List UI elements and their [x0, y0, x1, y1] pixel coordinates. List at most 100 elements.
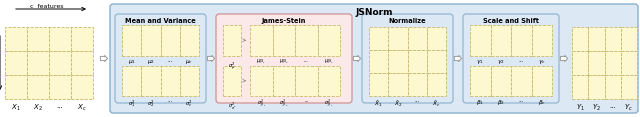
Bar — [223, 66, 241, 96]
Bar — [572, 27, 588, 51]
Text: $\mu_{JS_c}$: $\mu_{JS_c}$ — [324, 57, 333, 67]
Text: $\sigma_c^2$: $\sigma_c^2$ — [186, 98, 193, 109]
Bar — [621, 51, 637, 75]
Text: $\hat{X}_2$: $\hat{X}_2$ — [394, 98, 402, 109]
Text: $X_2$: $X_2$ — [33, 103, 43, 113]
Bar — [49, 75, 71, 99]
Text: $\hat{X}_1$: $\hat{X}_1$ — [374, 98, 383, 109]
Text: $\mu_c$: $\mu_c$ — [186, 57, 193, 66]
Bar — [588, 27, 605, 51]
Bar — [588, 51, 605, 75]
FancyBboxPatch shape — [463, 14, 559, 103]
Bar — [273, 25, 295, 55]
Bar — [180, 25, 199, 55]
Text: ...: ... — [167, 57, 173, 62]
Text: Scale and Shift: Scale and Shift — [483, 18, 539, 24]
Bar — [621, 27, 637, 51]
Bar — [295, 25, 317, 55]
Text: $\beta_1$: $\beta_1$ — [476, 98, 484, 107]
Bar — [27, 75, 49, 99]
Text: ...: ... — [168, 98, 173, 103]
Text: $Y_2$: $Y_2$ — [592, 103, 601, 113]
Text: $\gamma_2$: $\gamma_2$ — [497, 57, 504, 66]
Bar — [621, 75, 637, 99]
Polygon shape — [561, 55, 568, 62]
Polygon shape — [207, 55, 214, 62]
Bar — [408, 73, 427, 96]
Bar — [71, 27, 93, 51]
Polygon shape — [100, 55, 108, 62]
Bar — [470, 66, 490, 96]
Text: $\sigma^2_{JS_2}$: $\sigma^2_{JS_2}$ — [279, 98, 289, 110]
Bar — [122, 66, 141, 96]
Text: c  features: c features — [30, 4, 64, 9]
Bar — [317, 25, 340, 55]
Bar — [250, 66, 273, 96]
Bar — [408, 27, 427, 50]
Bar — [427, 50, 446, 73]
Bar — [122, 25, 141, 55]
Text: $\sigma^2_{JS_c}$: $\sigma^2_{JS_c}$ — [324, 98, 333, 110]
Text: $Y_1$: $Y_1$ — [575, 103, 584, 113]
Bar — [490, 66, 511, 96]
Bar — [572, 51, 588, 75]
Polygon shape — [454, 55, 461, 62]
Text: ...: ... — [518, 57, 524, 62]
Bar — [161, 66, 180, 96]
Bar — [531, 66, 552, 96]
Bar — [369, 27, 388, 50]
Text: $\sigma_2^2$: $\sigma_2^2$ — [147, 98, 155, 109]
Text: $\mu_{JS_1}$: $\mu_{JS_1}$ — [257, 57, 266, 67]
Bar — [161, 25, 180, 55]
Bar — [605, 27, 621, 51]
Bar — [572, 75, 588, 99]
Text: Mean and Variance: Mean and Variance — [125, 18, 196, 24]
Bar — [27, 51, 49, 75]
Bar — [141, 66, 161, 96]
Text: $\mu_2$: $\mu_2$ — [147, 57, 155, 66]
Bar — [408, 50, 427, 73]
Text: Normalize: Normalize — [388, 18, 426, 24]
FancyBboxPatch shape — [110, 4, 638, 113]
Bar — [511, 66, 531, 96]
Bar — [49, 51, 71, 75]
Text: $\gamma_1$: $\gamma_1$ — [476, 57, 484, 66]
Bar — [427, 73, 446, 96]
Bar — [490, 25, 511, 55]
Text: $\sigma^2_{\mu}$: $\sigma^2_{\mu}$ — [228, 60, 236, 73]
Bar — [250, 25, 273, 55]
Text: $Y_c$: $Y_c$ — [625, 103, 634, 113]
Bar — [388, 73, 408, 96]
Polygon shape — [353, 55, 360, 62]
Text: JSNorm: JSNorm — [355, 8, 393, 17]
Text: ...: ... — [609, 103, 616, 109]
Bar — [588, 75, 605, 99]
Text: $\sigma^2_{JS_1}$: $\sigma^2_{JS_1}$ — [257, 98, 266, 110]
Bar — [470, 25, 490, 55]
Text: $\beta_2$: $\beta_2$ — [497, 98, 505, 107]
FancyBboxPatch shape — [115, 14, 206, 103]
Bar — [605, 75, 621, 99]
Text: $X_1$: $X_1$ — [11, 103, 21, 113]
Bar — [180, 66, 199, 96]
Bar — [388, 27, 408, 50]
Text: $\mu_1$: $\mu_1$ — [127, 57, 136, 66]
FancyBboxPatch shape — [362, 14, 453, 103]
Text: ...: ... — [414, 98, 420, 103]
Text: $\beta_c$: $\beta_c$ — [538, 98, 546, 107]
Bar — [427, 27, 446, 50]
Text: $\hat{X}_c$: $\hat{X}_c$ — [432, 98, 441, 109]
Bar — [511, 25, 531, 55]
Text: $\sigma^2_{\sigma^2}$: $\sigma^2_{\sigma^2}$ — [228, 101, 236, 112]
Bar — [27, 27, 49, 51]
Bar — [369, 73, 388, 96]
Bar — [605, 51, 621, 75]
FancyBboxPatch shape — [216, 14, 352, 103]
Bar — [223, 25, 241, 55]
Bar — [531, 25, 552, 55]
Bar — [388, 50, 408, 73]
Text: ...: ... — [304, 98, 308, 103]
Bar — [71, 75, 93, 99]
Text: ...: ... — [56, 103, 63, 109]
Bar — [5, 27, 27, 51]
